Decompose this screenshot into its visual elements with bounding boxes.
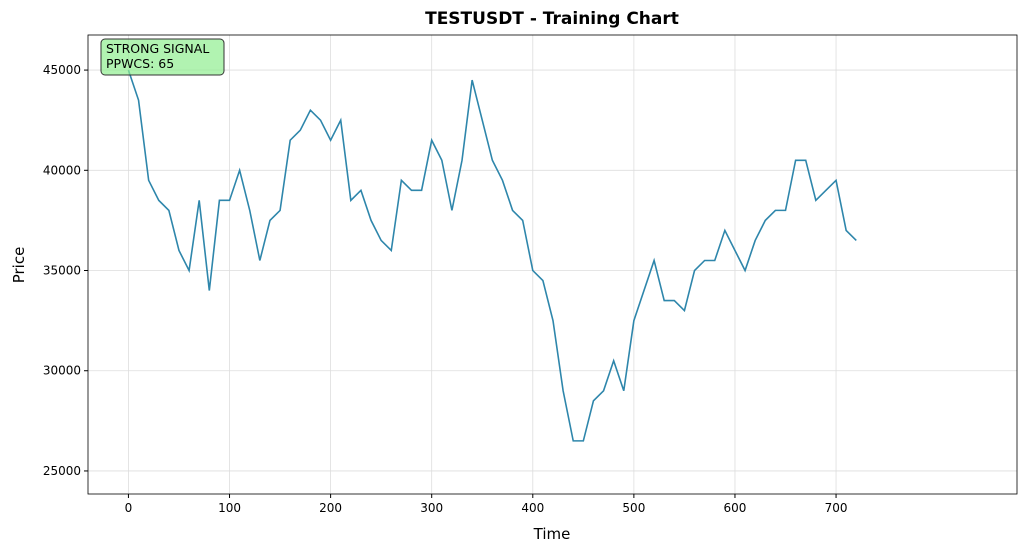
- y-tick-label: 40000: [43, 163, 81, 177]
- chart-title: TESTUSDT - Training Chart: [425, 9, 679, 29]
- annotation-text: PPWCS: 65: [106, 56, 174, 71]
- x-tick-label: 500: [622, 501, 645, 515]
- x-tick-label: 400: [521, 501, 544, 515]
- annotation-box: [100, 38, 225, 76]
- y-tick-label: 25000: [43, 464, 81, 478]
- y-tick-label: 30000: [43, 364, 81, 378]
- annotation-text: STRONG SIGNAL: [106, 41, 209, 56]
- x-tick-label: 700: [825, 501, 848, 515]
- price-line: [127, 69, 857, 442]
- x-tick-label: 0: [125, 501, 133, 515]
- y-tick-label: 45000: [43, 63, 81, 77]
- x-tick-label: 100: [218, 501, 241, 515]
- x-tick-label: 200: [319, 501, 342, 515]
- y-axis-label: Price: [10, 247, 28, 284]
- x-axis-label: Time: [533, 525, 571, 543]
- x-tick-label: 600: [724, 501, 747, 515]
- plot-frame: [87, 34, 1018, 495]
- x-tick-label: 300: [420, 501, 443, 515]
- y-tick-label: 35000: [43, 264, 81, 278]
